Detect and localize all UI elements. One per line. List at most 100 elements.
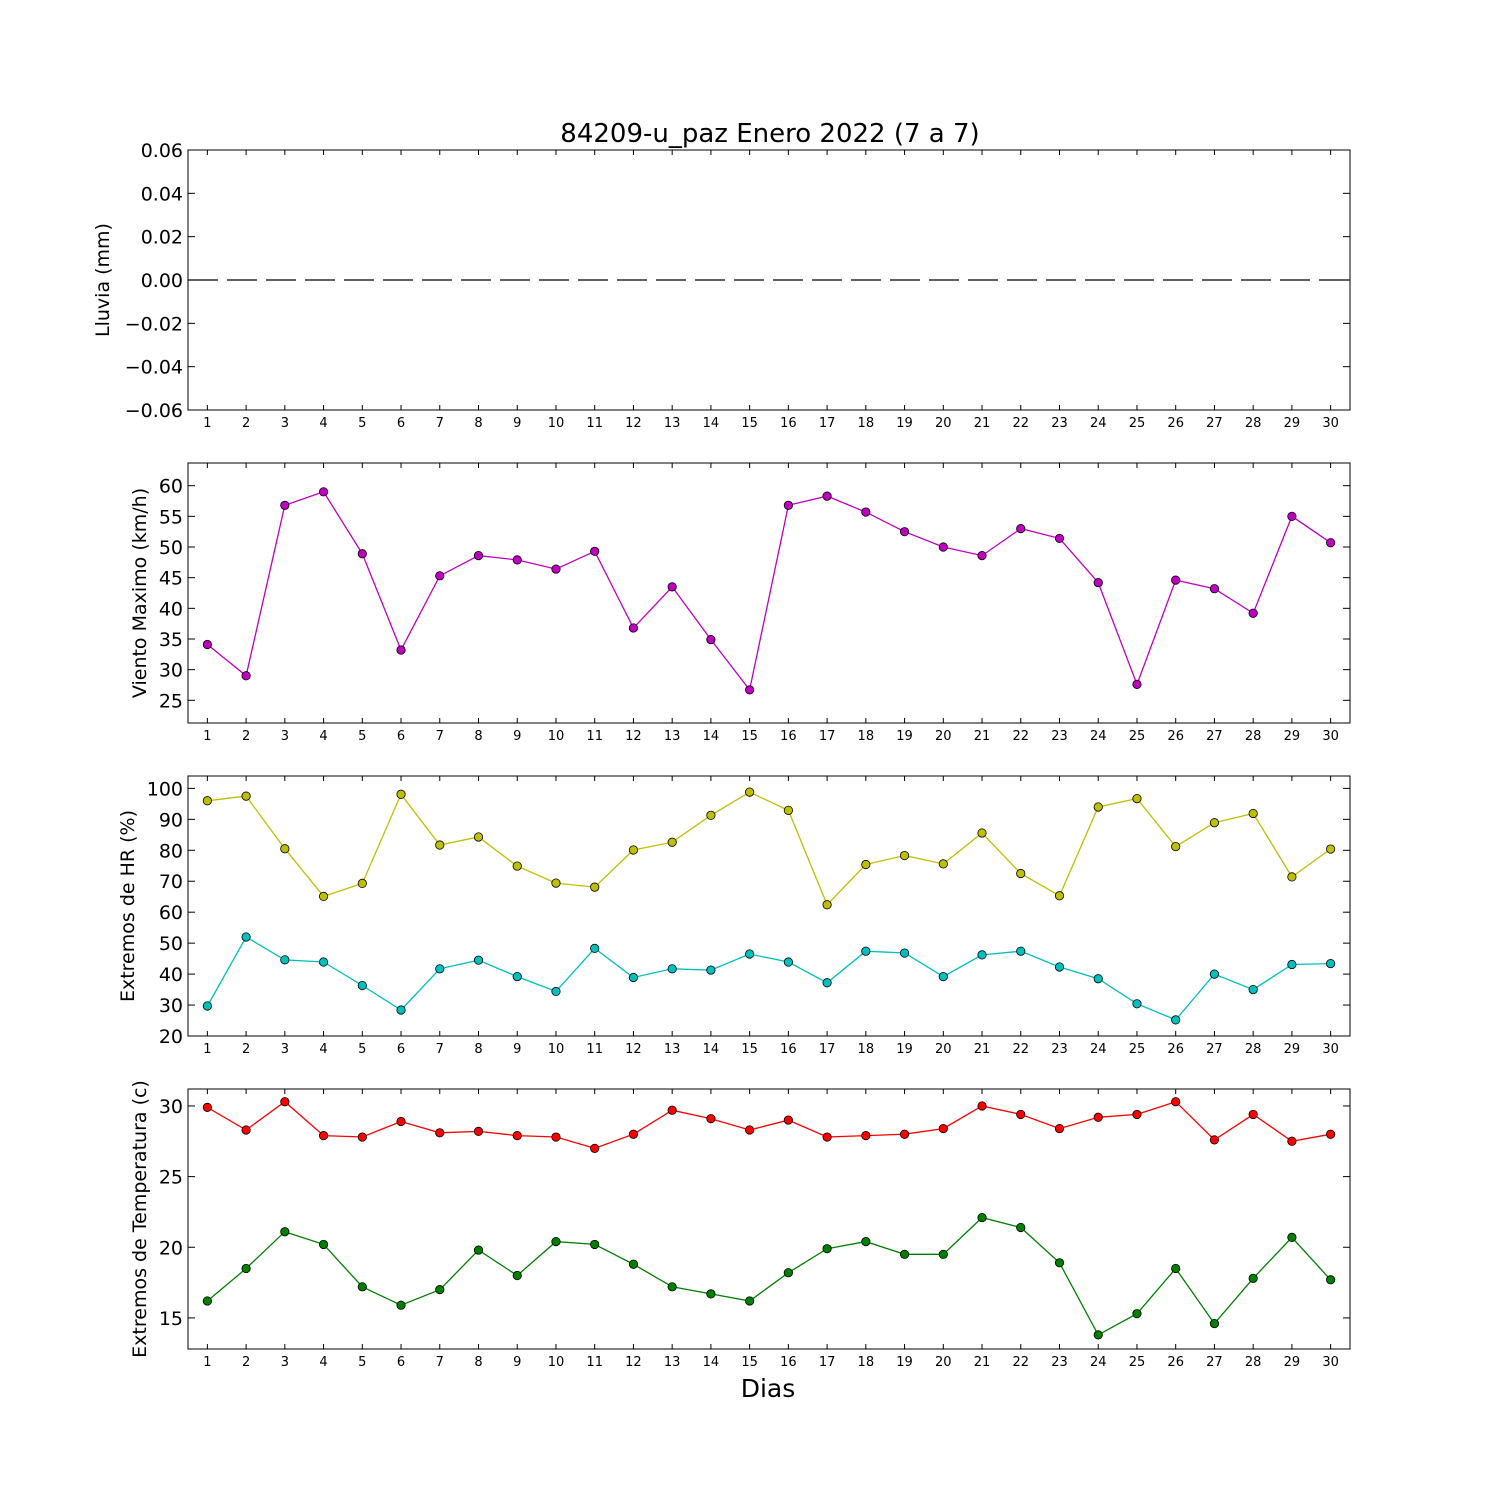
series-line-1 [206, 1216, 1332, 1336]
x-tick-label: 10 [548, 729, 565, 744]
data-point [473, 1245, 484, 1255]
x-tick-label: 27 [1206, 729, 1223, 744]
data-point [1132, 793, 1142, 804]
data-point [396, 1300, 406, 1310]
y-tick-label: 25 [159, 690, 183, 712]
y-tick-label: 55 [159, 506, 183, 528]
x-tick-label: 12 [625, 1042, 642, 1057]
data-point [473, 955, 484, 965]
data-point [1209, 584, 1220, 594]
x-tick-label: 4 [319, 1355, 327, 1370]
x-tick-label: 7 [436, 1042, 444, 1057]
x-tick-label: 23 [1051, 1042, 1068, 1057]
data-point [783, 1268, 793, 1278]
data-point [512, 555, 522, 565]
y-tick-label: 0.04 [141, 183, 183, 205]
x-tick-label: 14 [703, 1042, 720, 1057]
data-point [202, 639, 212, 650]
data-point [745, 1296, 755, 1306]
data-point [241, 1125, 251, 1135]
data-point [551, 1237, 561, 1247]
data-point [1209, 818, 1220, 828]
x-tick-label: 18 [858, 729, 875, 744]
ylabel-viento: Viento Maximo (km/h) [129, 488, 151, 698]
plot-frame [187, 775, 1351, 1037]
data-point [202, 1296, 212, 1306]
x-tick-label: 15 [741, 729, 758, 744]
xlabel-dias: Dias [741, 1374, 796, 1403]
x-tick-label: 20 [935, 1042, 952, 1057]
x-tick-label: 22 [1012, 1355, 1029, 1370]
x-tick-label: 29 [1284, 1355, 1301, 1370]
chart-title: 84209-u_paz Enero 2022 (7 a 7) [560, 119, 979, 149]
data-point [706, 635, 716, 645]
data-point [977, 950, 987, 960]
x-tick-label: 8 [474, 729, 482, 744]
x-tick-label: 29 [1284, 1042, 1301, 1057]
y-tick-label: 60 [159, 902, 183, 924]
y-tick-label: 50 [159, 537, 183, 559]
data-point [1093, 1330, 1103, 1340]
x-tick-label: 1 [203, 1042, 211, 1057]
x-tick-label: 14 [703, 1355, 720, 1370]
x-tick-label: 18 [858, 416, 875, 431]
data-point [783, 957, 793, 967]
x-tick-label: 9 [513, 1355, 521, 1370]
data-point [977, 1101, 987, 1111]
data-point [938, 1249, 948, 1259]
x-tick-label: 22 [1012, 1042, 1029, 1057]
y-tick-label: 90 [159, 809, 183, 831]
data-point [899, 1129, 910, 1139]
x-tick-label: 30 [1322, 416, 1339, 431]
data-point [202, 796, 212, 806]
data-point [435, 1285, 445, 1295]
x-tick-label: 26 [1167, 1042, 1184, 1057]
data-point [706, 965, 716, 975]
data-point [861, 507, 871, 517]
data-point [1054, 1123, 1065, 1134]
data-point [667, 837, 677, 847]
data-point [1248, 1273, 1258, 1283]
data-point [1016, 868, 1026, 879]
data-point [977, 828, 987, 838]
x-tick-label: 7 [436, 1355, 444, 1370]
y-tick-label: 60 [159, 476, 183, 498]
x-tick-label: 29 [1284, 416, 1301, 431]
data-point [1093, 1112, 1103, 1122]
x-tick-label: 11 [586, 1355, 603, 1370]
data-point [1287, 511, 1297, 521]
data-point [745, 949, 755, 959]
x-tick-label: 25 [1129, 1355, 1146, 1370]
x-tick-label: 12 [625, 416, 642, 431]
series-line-0 [207, 791, 1331, 906]
x-tick-label: 22 [1012, 729, 1029, 744]
data-point [512, 971, 522, 982]
data-point [1287, 872, 1297, 882]
x-tick-label: 23 [1051, 1355, 1068, 1370]
x-tick-label: 10 [548, 1355, 565, 1370]
x-tick-label: 28 [1245, 729, 1262, 744]
x-tick-label: 24 [1090, 1042, 1107, 1057]
x-tick-label: 7 [436, 416, 444, 431]
panel-lluvia: Lluvia (mm) 1 2 3 4 5 6 7 8 9 10 11 12 13 14 15 16 17 18 1… [92, 140, 1351, 431]
data-point [318, 1131, 329, 1141]
y-tick-label: −0.02 [125, 313, 183, 335]
x-tick-label: 23 [1051, 416, 1068, 431]
x-tick-label: 19 [896, 1355, 913, 1370]
data-point [357, 1282, 367, 1292]
x-tick-label: 19 [896, 416, 913, 431]
data-point [822, 1244, 832, 1254]
data-point [938, 542, 948, 552]
x-tick-label: 27 [1206, 1042, 1223, 1057]
data-point [473, 832, 484, 842]
x-tick-label: 30 [1322, 729, 1339, 744]
data-point [590, 1239, 600, 1250]
x-tick-label: 10 [548, 1042, 565, 1057]
x-tick-label: 7 [436, 729, 444, 744]
x-tick-label: 28 [1245, 1355, 1262, 1370]
x-tick-label: 16 [780, 729, 797, 744]
data-point [1093, 802, 1103, 812]
data-point [1287, 1136, 1297, 1146]
data-point [590, 1143, 600, 1153]
